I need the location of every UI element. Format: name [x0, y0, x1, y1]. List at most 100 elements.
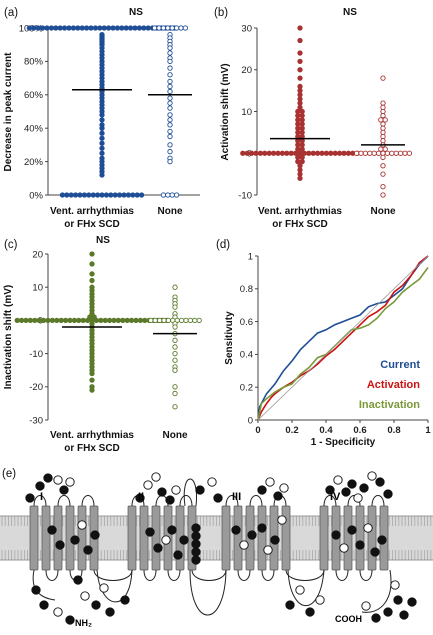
panel-b-data-point — [380, 113, 386, 119]
panel-d-xtick-label: 1 — [425, 425, 431, 436]
panel-b-data-point — [336, 150, 343, 156]
panel-a-data-point — [59, 192, 66, 198]
panel-a-data-point — [167, 128, 173, 135]
panel-a-data-point — [167, 112, 173, 118]
panel-a-data-point — [101, 25, 107, 31]
variant-residue-filled — [153, 543, 163, 553]
panel-c-data-point — [45, 317, 51, 324]
variant-residue-open — [77, 520, 87, 530]
transmembrane-helix — [257, 505, 267, 571]
panel-a-data-point — [119, 25, 125, 31]
panel-b-data-point — [345, 150, 352, 156]
intracellular-loop — [167, 569, 181, 581]
panel-a-data-point — [99, 130, 105, 136]
pore-loop — [183, 478, 198, 507]
panel-c-data-point — [89, 370, 95, 377]
panel-c-data-point — [14, 317, 20, 324]
panel-b-data-point — [371, 150, 377, 156]
panel-a-data-point — [165, 25, 171, 31]
panel-a-data-point — [99, 145, 105, 151]
panel-d-xtick-label: 0.4 — [319, 425, 333, 436]
panel-d-chart: (d) 0 0.2 0.4 0.6 0.8 1 0 0.2 0.4 0.6 0.8 1 1 - Speci… — [216, 239, 431, 448]
variant-residue-open — [339, 543, 349, 553]
c-terminus-loop — [361, 569, 392, 613]
panel-a-ytick-label: 20% — [24, 157, 44, 168]
variant-residue-open — [99, 583, 109, 593]
panel-a-data-point — [121, 192, 127, 198]
panel-a-ns-annotation: NS — [129, 7, 143, 18]
variant-residue-filled — [407, 597, 417, 607]
variant-residue-filled — [47, 525, 57, 535]
panel-c-data-point — [172, 337, 178, 343]
variant-residue-filled — [195, 485, 205, 495]
panel-b-data-point — [297, 25, 303, 31]
panel-a-data-point — [35, 25, 41, 31]
transmembrane-helix — [151, 505, 161, 571]
variant-residue-filled — [191, 555, 201, 565]
panel-b-data-point — [297, 58, 303, 65]
panel-b-ytick-label: 30 — [241, 23, 252, 34]
panel-a-data-point — [167, 117, 173, 123]
panel-a-ytick-label: 0% — [29, 190, 43, 201]
panel-c-data-point — [172, 284, 178, 290]
panel-d-label: (d) — [216, 239, 230, 251]
panel-d-ytick-label: 0.2 — [240, 383, 253, 394]
variant-residue-filled — [383, 607, 393, 617]
panel-b-data-point — [301, 150, 308, 156]
panel-c-data-point — [120, 317, 126, 324]
panel-a-data-point — [167, 45, 173, 51]
panel-b-ylabel: Activation shift (mV) — [220, 63, 231, 160]
transmembrane-helix — [367, 505, 377, 571]
panel-b-data-point — [380, 192, 386, 198]
panel-c-data-point — [54, 317, 60, 324]
panel-b-data-point — [375, 150, 382, 156]
panel-a-data-point — [127, 25, 134, 31]
variant-residue-open — [353, 493, 363, 503]
panel-c-data-point — [115, 317, 122, 324]
panel-b-data-point — [367, 150, 373, 156]
panel-c-data-point — [84, 317, 91, 324]
panel-e-label: (e) — [2, 468, 16, 480]
panel-a-data-point — [92, 25, 99, 31]
panel-a-data-point — [99, 117, 105, 123]
variant-residue-filled — [257, 523, 267, 533]
variant-residue-filled — [393, 595, 403, 605]
panel-c-label: (c) — [4, 239, 18, 251]
panel-c-data-point — [172, 404, 178, 410]
panel-a-data-point — [167, 148, 173, 155]
panel-c-data-point — [71, 317, 78, 324]
variant-residue-open — [171, 485, 181, 495]
variant-residue-filled — [145, 527, 155, 537]
panel-a-ylabel: Decrease in peak current — [3, 52, 14, 172]
panel-a-data-point — [103, 192, 110, 198]
panel-a-data-point — [99, 150, 105, 156]
panel-c-data-point — [98, 317, 104, 324]
variant-residue-filled — [120, 595, 130, 605]
variant-residue-filled — [59, 485, 69, 495]
panel-b-ytick-label: -10 — [238, 190, 252, 201]
panel-a-data-point — [136, 25, 143, 31]
panel-b-data-point — [397, 150, 404, 156]
panel-b-data-point — [389, 150, 395, 156]
panel-a-data-point — [112, 192, 118, 198]
panel-c-ns-annotation: NS — [96, 235, 110, 246]
panel-b-data-point — [297, 75, 303, 81]
panel-b-data-point — [314, 150, 321, 156]
panel-c-data-point — [172, 304, 178, 310]
panel-a-data-point — [160, 192, 167, 198]
panel-a-data-point — [123, 25, 129, 31]
intracellular-loop — [237, 569, 251, 581]
variant-residue-filled — [39, 600, 49, 610]
variant-residue-filled — [191, 539, 201, 549]
variant-residue-filled — [105, 607, 115, 617]
panel-b-chart: (b)NS-100102030Activation shift (mV)Vent… — [214, 7, 413, 230]
panel-a-data-point — [125, 192, 132, 198]
panel-b-data-point — [406, 150, 413, 156]
panel-b-data-point — [310, 150, 316, 156]
panel-a-data-point — [31, 25, 37, 31]
variant-residue-filled — [191, 523, 201, 533]
panel-a-data-point — [167, 95, 173, 101]
panel-d-xlabel: 1 - Specificity — [311, 437, 376, 448]
panel-a-data-point — [151, 25, 158, 31]
panel-b-data-point — [332, 150, 338, 156]
